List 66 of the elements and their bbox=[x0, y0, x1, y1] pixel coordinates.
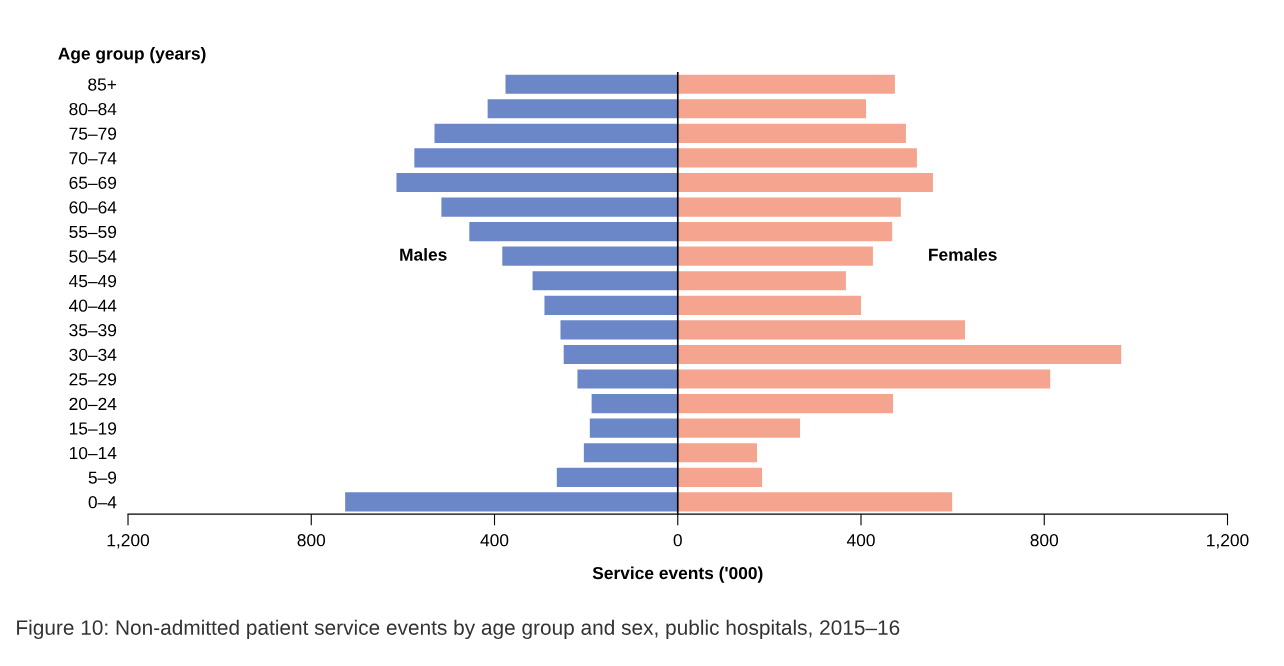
bar bbox=[414, 148, 678, 168]
bar bbox=[532, 271, 678, 291]
bar bbox=[677, 295, 862, 315]
y-tick-label: 80–84 bbox=[69, 102, 117, 116]
bar bbox=[677, 443, 758, 463]
bar bbox=[677, 344, 1122, 365]
bar bbox=[677, 246, 873, 266]
bar bbox=[434, 123, 678, 143]
bar bbox=[677, 418, 801, 438]
y-tick-label: 30–34 bbox=[69, 348, 117, 361]
series-label: Males bbox=[400, 248, 447, 261]
bar bbox=[577, 369, 678, 389]
bar bbox=[469, 222, 678, 242]
x-tick-label: 400 bbox=[846, 534, 875, 547]
bar bbox=[441, 197, 678, 217]
y-tick-label: 65–69 bbox=[69, 176, 117, 189]
bar bbox=[677, 99, 867, 119]
y-tick-label: 60–64 bbox=[69, 201, 117, 214]
y-tick-label: 55–59 bbox=[69, 225, 117, 239]
bar bbox=[677, 172, 933, 193]
bar bbox=[677, 492, 953, 512]
caption: Figure 10: Non-admitted patient service events by age group and sex, public hospitals, 2015–16 bbox=[17, 619, 900, 640]
y-tick-label: 35–39 bbox=[69, 324, 117, 337]
y-tick-label: 70–74 bbox=[69, 152, 117, 165]
x-tick-label: 0 bbox=[673, 534, 682, 547]
bar bbox=[591, 394, 678, 414]
bar bbox=[556, 467, 678, 487]
bar bbox=[677, 394, 894, 414]
y-tick-label: 10–14 bbox=[69, 446, 117, 460]
x-tick-label: 800 bbox=[1030, 534, 1059, 547]
x-tick-label: 1,200 bbox=[107, 534, 150, 549]
x-tick-label: 1,200 bbox=[1207, 534, 1249, 549]
bar bbox=[677, 222, 893, 242]
y-tick-label: 45–49 bbox=[69, 274, 117, 288]
bar bbox=[677, 467, 763, 487]
x-tick-label: 400 bbox=[480, 534, 509, 547]
bar bbox=[677, 320, 965, 340]
x-axis-title: Service events ('000) bbox=[592, 566, 763, 583]
bar bbox=[487, 99, 678, 119]
y-tick-label: 75–79 bbox=[69, 127, 117, 140]
bar bbox=[677, 369, 1051, 389]
bar bbox=[583, 443, 678, 463]
y-tick-label: 5–9 bbox=[88, 471, 117, 484]
bar bbox=[396, 172, 678, 193]
y-tick-label: 15–19 bbox=[69, 422, 117, 435]
y-axis-title: Age group (years) bbox=[58, 47, 206, 64]
y-tick-label: 40–44 bbox=[69, 299, 117, 312]
bar bbox=[677, 197, 901, 217]
y-tick-label: 20–24 bbox=[69, 397, 117, 411]
y-tick-label: 85+ bbox=[88, 78, 117, 91]
bar bbox=[589, 418, 678, 438]
bar bbox=[345, 492, 678, 512]
bar bbox=[677, 74, 895, 94]
bar bbox=[502, 246, 678, 266]
y-tick-label: 50–54 bbox=[69, 250, 117, 263]
x-tick-label: 800 bbox=[297, 534, 326, 547]
bar bbox=[677, 271, 846, 291]
bar bbox=[505, 74, 678, 94]
bar bbox=[677, 148, 917, 168]
bar bbox=[677, 123, 906, 143]
bar bbox=[560, 320, 678, 340]
y-tick-label: 25–29 bbox=[69, 373, 117, 386]
bar bbox=[563, 344, 678, 365]
text: Females bbox=[929, 248, 997, 261]
bar bbox=[544, 295, 678, 315]
y-tick-label: 0–4 bbox=[88, 496, 117, 509]
